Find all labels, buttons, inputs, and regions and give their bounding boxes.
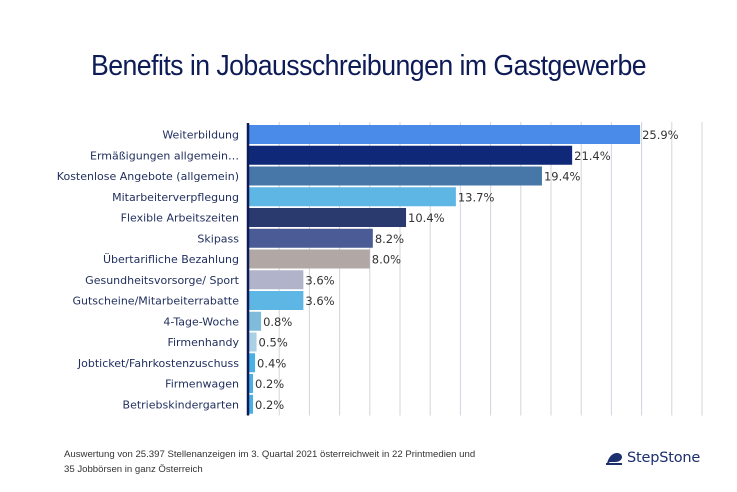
value-label: 8.2% <box>375 232 404 246</box>
category-label: Kostenlose Angebote (allgemein) <box>57 170 239 183</box>
bar <box>249 125 641 144</box>
stepstone-logo: StepStone <box>606 450 700 466</box>
value-label: 0.8% <box>263 315 292 329</box>
value-labels: 25.9% 21.4% 19.4% 13.7% 10.4% 8.2% 8.0% 3.6% 3.6… <box>255 128 679 412</box>
category-label: Betriebskindergarten <box>123 398 239 411</box>
category-label: Firmenwagen <box>165 378 239 391</box>
footnote: Auswertung von 25.397 Stellenanzeigen im… <box>64 447 475 477</box>
category-label: Skipass <box>197 232 239 245</box>
category-label: Weiterbildung <box>162 129 239 142</box>
bar <box>249 374 253 393</box>
value-label: 3.6% <box>305 273 334 287</box>
bar <box>249 208 407 227</box>
bar <box>249 353 256 373</box>
bar <box>249 270 304 290</box>
gridlines <box>278 122 703 416</box>
value-label: 13.7% <box>458 190 495 204</box>
brand-name: StepStone <box>627 450 701 466</box>
category-label: Gesundheitsvorsorge/ Sport <box>85 274 240 287</box>
chart-title: Benefits in Jobausschreibungen im Gastge… <box>90 50 647 82</box>
category-label: Übertarifliche Bezahlung <box>103 253 239 266</box>
category-labels: Weiterbildung Ermäßigungen allgemein… Kost… <box>57 129 240 412</box>
bar <box>249 394 253 414</box>
value-label: 10.4% <box>408 211 445 225</box>
footnote-line-2: 35 Jobbörsen in ganz Österreich <box>64 464 203 475</box>
value-label: 21.4% <box>574 149 611 163</box>
footnote-line-1: Auswertung von 25.397 Stellenanzeigen im… <box>64 449 476 460</box>
bar <box>249 249 370 269</box>
stepstone-logo-icon <box>606 452 622 465</box>
bar <box>249 332 257 352</box>
value-label: 0.4% <box>257 356 286 370</box>
bar <box>249 291 304 310</box>
category-label: Jobticket/Fahrkostenzuschuss <box>77 357 239 370</box>
value-label: 0.2% <box>255 398 284 412</box>
value-label: 25.9% <box>642 128 679 142</box>
value-label: 3.6% <box>305 294 334 308</box>
value-label: 19.4% <box>544 170 581 184</box>
bars <box>249 125 641 414</box>
value-label: 8.0% <box>372 253 401 267</box>
category-label: Ermäßigungen allgemein… <box>90 149 239 162</box>
category-label: Flexible Arbeitszeiten <box>121 212 239 225</box>
bar <box>249 145 573 165</box>
category-label: Gutscheine/Mitarbeiterrabatte <box>72 295 239 308</box>
value-label: 0.5% <box>259 336 288 350</box>
category-label: Mitarbeiterverpflegung <box>112 191 239 204</box>
category-label: 4-Tage-Woche <box>163 315 239 328</box>
bar <box>249 228 373 248</box>
bar <box>249 187 456 207</box>
bar <box>249 311 262 331</box>
value-label: 0.2% <box>255 377 284 391</box>
bar <box>249 166 542 186</box>
category-label: Firmenhandy <box>167 336 239 349</box>
